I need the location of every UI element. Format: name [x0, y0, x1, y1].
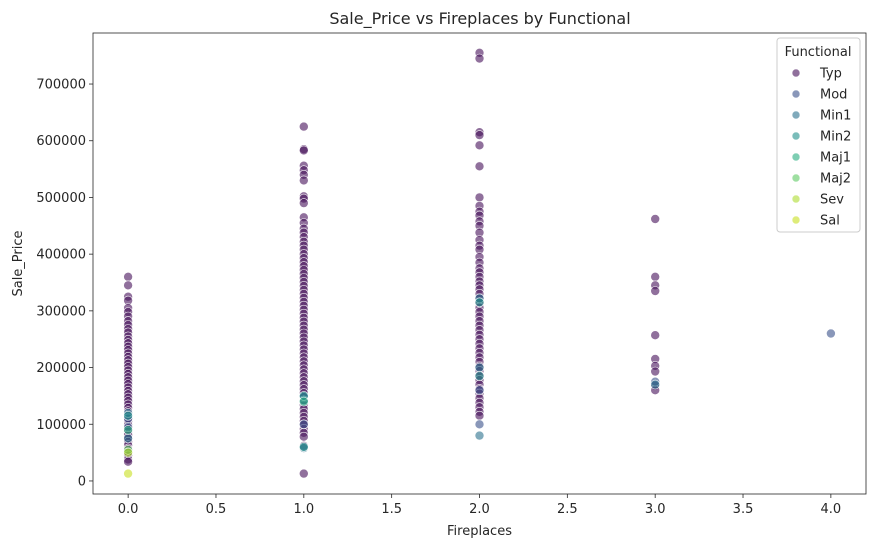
- data-point-min1: [474, 362, 485, 373]
- y-tick-label: 300000: [36, 304, 86, 319]
- data-point-typ: [474, 130, 485, 140]
- legend-box: [776, 37, 861, 233]
- legend-marker-typ: [791, 68, 801, 78]
- legend-items: Typ Mod Min1 Min2 Maj1 Maj2 Sev Sal: [791, 67, 851, 229]
- data-point-typ: [123, 280, 133, 291]
- data-point-min1: [474, 430, 485, 441]
- data-point-sev: [123, 447, 133, 458]
- data-point-typ: [123, 271, 133, 282]
- data-point-typ: [474, 140, 485, 151]
- data-point-maj1: [123, 425, 133, 435]
- legend: Functional Typ Mod Min1 Min2 Maj1 Maj2 Sev Sal: [776, 37, 861, 233]
- x-tick-label: 4.0: [821, 502, 842, 517]
- data-point-typ: [298, 145, 309, 156]
- x-tick-label: 1.5: [381, 502, 402, 517]
- data-point-min1: [650, 379, 661, 390]
- data-point-min1: [123, 433, 133, 444]
- data-point-mod: [474, 419, 485, 430]
- y-tick-label: 500000: [36, 191, 86, 206]
- legend-title: Functional: [785, 45, 852, 60]
- data-point-typ: [474, 53, 485, 64]
- data-point-typ: [298, 431, 309, 442]
- legend-label-typ: Typ: [819, 67, 842, 82]
- data-point-min2: [474, 297, 485, 308]
- y-tick-label: 200000: [36, 361, 86, 376]
- data-point-mod: [298, 419, 309, 430]
- data-point-typ: [474, 161, 485, 172]
- data-point-typ: [650, 271, 661, 282]
- x-axis-label: Fireplaces: [447, 524, 512, 539]
- legend-label-min2: Min2: [820, 130, 851, 145]
- legend-label-maj1: Maj1: [820, 151, 851, 166]
- x-tick-label: 0.5: [206, 502, 227, 517]
- y-tick-label: 0: [78, 474, 86, 489]
- data-point-mod: [474, 385, 485, 396]
- data-point-sal: [123, 468, 133, 479]
- x-tick-label: 0.0: [118, 502, 139, 517]
- x-tick-label: 2.5: [557, 502, 578, 517]
- legend-marker-maj2: [791, 173, 801, 183]
- y-tick-label: 400000: [36, 248, 86, 263]
- data-point-typ: [474, 410, 485, 421]
- legend-marker-sal: [791, 215, 801, 225]
- data-point-typ: [650, 366, 661, 377]
- x-axis-ticks: 0.0 0.5 1.0 1.5 2.0 2.5 3.0 3.5 4.0: [118, 494, 841, 517]
- x-tick-label: 3.5: [733, 502, 754, 517]
- y-axis-ticks: 0 100000 200000 300000 400000 500000 600000 700…: [36, 78, 93, 489]
- data-point-typ: [650, 286, 661, 296]
- y-tick-label: 700000: [36, 78, 86, 93]
- data-point-typ: [298, 468, 309, 479]
- data-point-typ: [650, 214, 661, 224]
- legend-marker-min1: [791, 110, 801, 120]
- x-tick-label: 3.0: [645, 502, 666, 517]
- points-layer: [123, 47, 836, 479]
- legend-marker-maj1: [791, 152, 801, 162]
- legend-label-maj2: Maj2: [820, 172, 851, 187]
- data-point-min2: [123, 410, 133, 421]
- legend-label-min1: Min1: [820, 109, 851, 124]
- legend-marker-mod: [791, 89, 801, 99]
- data-point-min2: [298, 442, 309, 452]
- legend-marker-min2: [791, 131, 801, 141]
- data-point-min2: [474, 371, 485, 381]
- x-tick-label: 1.0: [293, 502, 314, 517]
- data-point-mod: [826, 328, 836, 339]
- y-axis-label: Sale_Price: [11, 230, 26, 296]
- data-point-typ: [474, 192, 485, 203]
- legend-label-sal: Sal: [820, 214, 840, 229]
- data-point-typ: [298, 198, 309, 208]
- x-tick-label: 2.0: [469, 502, 490, 517]
- legend-label-mod: Mod: [820, 88, 847, 103]
- data-point-typ: [650, 330, 661, 341]
- legend-marker-sev: [791, 194, 801, 204]
- data-point-maj1: [298, 396, 309, 407]
- legend-label-sev: Sev: [820, 193, 844, 208]
- data-point-typ: [123, 456, 133, 467]
- data-point-typ: [298, 175, 309, 186]
- y-tick-label: 600000: [36, 134, 86, 149]
- data-point-typ: [298, 121, 309, 132]
- chart-title: Sale_Price vs Fireplaces by Functional: [329, 9, 630, 29]
- y-tick-label: 100000: [36, 418, 86, 433]
